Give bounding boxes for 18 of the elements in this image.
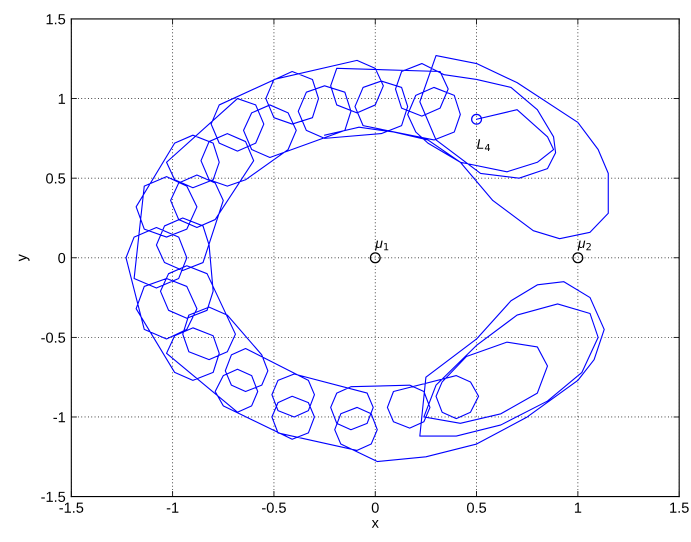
x-tick-label: 0 xyxy=(372,502,379,513)
annotation: L$_{4}$ xyxy=(476,139,490,152)
y-tick-label: -1 xyxy=(53,412,66,422)
x-tick-label: 1 xyxy=(574,502,582,513)
annotation: μ$_{1}$ xyxy=(374,240,388,251)
y-tick-label: 0 xyxy=(58,252,66,264)
x-tick-label: -0.5 xyxy=(262,502,286,513)
y-tick-label: -1.5 xyxy=(41,492,66,502)
y-tick-label: 1.5 xyxy=(46,14,66,24)
y-axis-title: y xyxy=(18,254,30,262)
y-tick-label: -0.5 xyxy=(41,332,66,343)
annotation: μ$_{2}$ xyxy=(578,240,591,251)
x-axis-title: x xyxy=(372,520,379,528)
y-tick-label: 0.5 xyxy=(46,173,66,184)
x-tick-label: 1.5 xyxy=(670,502,689,513)
x-tick-label: 0.5 xyxy=(466,502,486,513)
y-tick-label: 1 xyxy=(58,94,66,104)
x-tick-label: -1 xyxy=(166,502,178,513)
